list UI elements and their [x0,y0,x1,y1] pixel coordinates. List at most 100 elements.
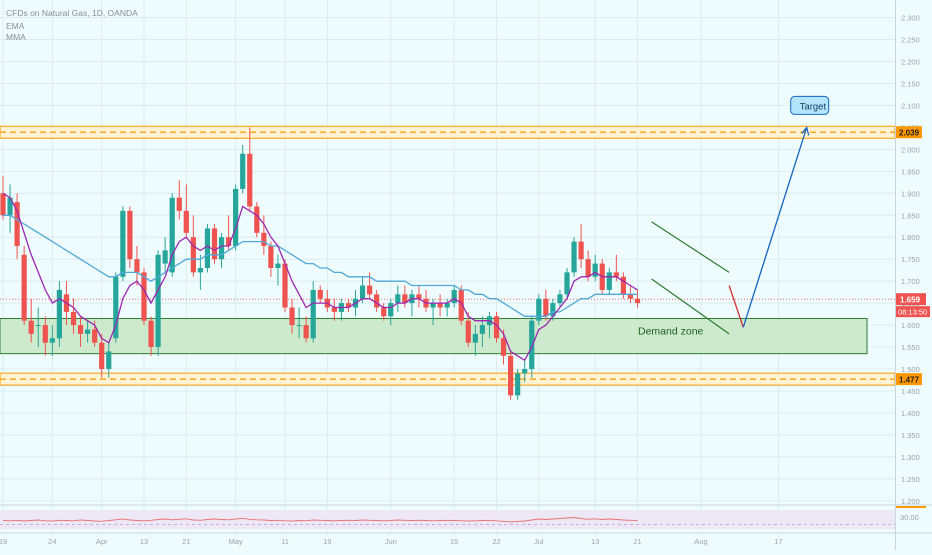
x-tick-label: 22 [492,537,500,546]
candle-body[interactable] [169,197,175,273]
candle-body[interactable] [303,325,309,339]
candle-body[interactable] [77,325,84,334]
candle-body[interactable] [141,272,147,321]
support-price-tag [896,373,922,386]
candle-body[interactable] [254,206,260,233]
candle-body[interactable] [49,338,55,343]
candle-body[interactable] [148,320,154,348]
candle-body[interactable] [275,263,281,268]
candle-body[interactable] [620,276,626,295]
candle-body[interactable] [85,329,91,334]
projection-down-line[interactable] [728,285,744,328]
candle-body[interactable] [465,320,471,343]
candle-body[interactable] [634,298,641,304]
candle-body[interactable] [176,197,182,211]
candle-body[interactable] [261,232,267,247]
candle-body[interactable] [113,276,119,339]
y-tick-label: 1.350 [901,431,920,440]
candle-body[interactable] [70,311,77,326]
candle-body[interactable] [437,303,443,308]
candle-body[interactable] [268,246,274,268]
candle-body[interactable] [571,241,577,273]
candle-body[interactable] [585,259,591,277]
candle-body[interactable] [134,259,140,273]
candle-body[interactable] [233,188,239,247]
current-price-tag [896,293,926,306]
candle-body[interactable] [56,289,62,339]
candle-body[interactable] [500,338,507,356]
candle-body[interactable] [522,369,528,374]
candle-body[interactable] [204,228,211,268]
candle-body[interactable] [120,210,126,277]
candle-body[interactable] [99,342,105,370]
y-tick-label: 1.950 [901,167,920,176]
candle-body[interactable] [395,294,401,304]
candle-body[interactable] [550,303,556,317]
candle-body[interactable] [247,153,253,207]
candle-body[interactable] [592,263,598,277]
candle-body[interactable] [14,202,20,247]
candle-body[interactable] [613,272,619,277]
candle-body[interactable] [183,210,189,233]
candle-body[interactable] [458,289,464,321]
indicator-ema-label: EMA [6,21,25,31]
candle-body[interactable] [479,325,485,334]
candle-body[interactable] [218,237,225,260]
candle-body[interactable] [289,307,295,326]
candle-body[interactable] [578,241,584,260]
candle-body[interactable] [190,237,196,273]
y-tick-label: 1.200 [901,497,920,506]
target-label-box[interactable] [790,95,830,115]
candle-body[interactable] [317,289,323,299]
candle-body[interactable] [402,294,408,304]
candle-body[interactable] [197,267,203,273]
candle-body[interactable] [155,254,161,348]
candle-body[interactable] [388,303,394,317]
y-tick-label: 2.150 [901,79,920,88]
candle-body[interactable] [7,197,13,216]
candle-body[interactable] [444,303,450,308]
candle-body[interactable] [127,210,133,260]
candle-body[interactable] [226,237,232,247]
candle-body[interactable] [536,298,542,321]
candle-body[interactable] [472,333,478,343]
candle-body[interactable] [430,303,436,308]
candle-body[interactable] [331,307,337,312]
candle-body[interactable] [359,285,366,299]
candle-body[interactable] [310,289,316,339]
candle-body[interactable] [627,294,634,299]
candle-body[interactable] [543,298,549,317]
candle-body[interactable] [28,320,34,334]
candle-body[interactable] [529,320,535,370]
channel-lower-line[interactable] [651,278,730,335]
channel-upper-line[interactable] [651,221,730,273]
candle-body[interactable] [211,228,218,260]
candle-body[interactable] [416,294,422,299]
candle-body[interactable] [374,294,380,308]
candle-body[interactable] [92,329,98,343]
candle-body[interactable] [162,250,168,264]
candle-body[interactable] [515,373,521,396]
candle-body[interactable] [381,307,387,317]
candle-body[interactable] [0,193,6,216]
candle-body[interactable] [493,316,500,339]
candle-body[interactable] [282,263,288,308]
candle-body[interactable] [42,325,48,343]
oscillator-line [2,517,638,523]
candle-body[interactable] [240,153,246,189]
candle-body[interactable] [508,355,514,396]
candle-body[interactable] [606,272,612,290]
candle-body[interactable] [296,325,302,327]
projection-up-line[interactable] [742,127,808,328]
candle-body[interactable] [557,294,563,304]
candle-body[interactable] [367,285,373,295]
candle-body[interactable] [35,325,41,327]
candle-body[interactable] [564,272,570,295]
y-tick-label: 1.500 [901,365,920,374]
candle-body[interactable] [21,254,27,321]
candle-body[interactable] [106,351,112,370]
candle-body[interactable] [345,303,352,308]
candle-body[interactable] [451,289,457,304]
y-tick-label: 2.200 [901,58,920,67]
